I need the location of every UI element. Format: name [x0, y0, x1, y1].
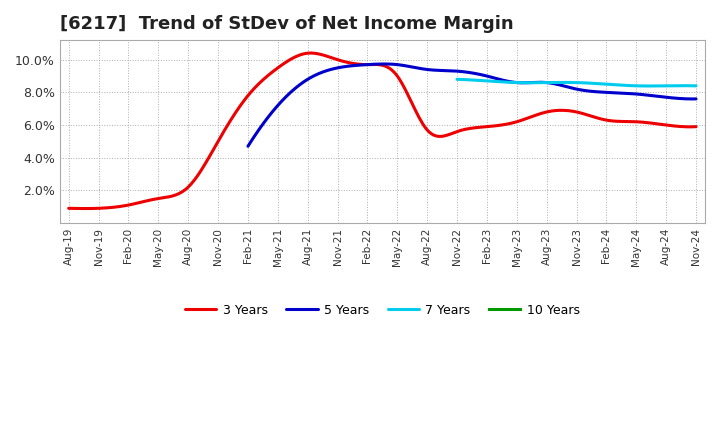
Text: [6217]  Trend of StDev of Net Income Margin: [6217] Trend of StDev of Net Income Marg…: [60, 15, 513, 33]
7 Years: [453, 77, 462, 82]
7 Years: [625, 83, 634, 88]
7 Years: [482, 78, 490, 84]
3 Years: [462, 126, 471, 132]
5 Years: [692, 96, 701, 102]
Line: 5 Years: 5 Years: [248, 64, 696, 146]
3 Years: [521, 117, 529, 122]
7 Years: [531, 80, 539, 85]
3 Years: [270, 68, 279, 73]
3 Years: [307, 51, 315, 56]
5 Years: [422, 67, 431, 72]
3 Years: [316, 51, 325, 57]
3 Years: [523, 115, 532, 121]
5 Years: [568, 85, 577, 91]
7 Years: [603, 82, 612, 87]
3 Years: [692, 124, 701, 129]
3 Years: [64, 205, 73, 211]
5 Years: [381, 61, 390, 66]
7 Years: [692, 83, 701, 88]
5 Years: [570, 86, 579, 92]
7 Years: [547, 80, 556, 85]
3 Years: [141, 198, 150, 204]
5 Years: [526, 80, 535, 85]
Line: 3 Years: 3 Years: [68, 53, 696, 209]
Legend: 3 Years, 5 Years, 7 Years, 10 Years: 3 Years, 5 Years, 7 Years, 10 Years: [180, 299, 585, 322]
5 Years: [243, 143, 252, 149]
5 Years: [391, 62, 400, 67]
7 Years: [626, 83, 635, 88]
7 Years: [644, 83, 653, 88]
5 Years: [297, 81, 306, 86]
Line: 7 Years: 7 Years: [457, 79, 696, 86]
3 Years: [81, 206, 90, 211]
